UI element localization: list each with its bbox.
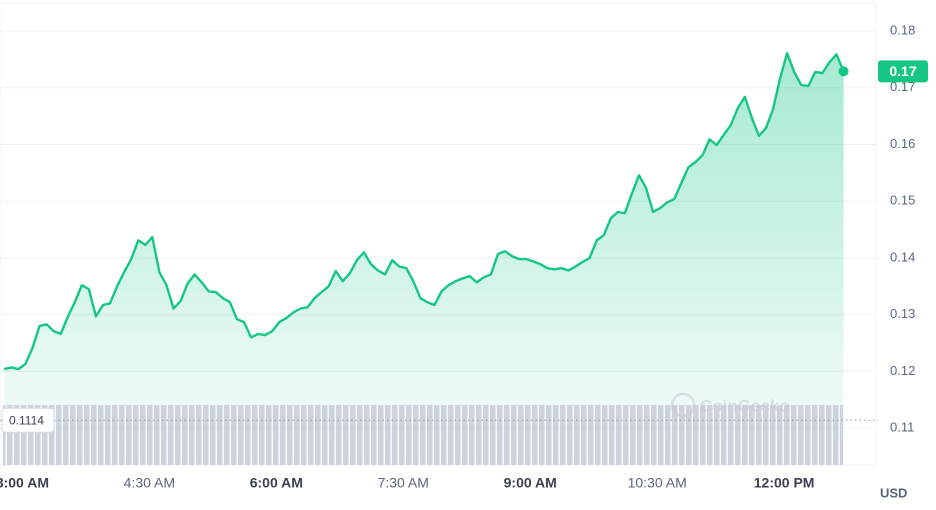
- price-line: [3, 52, 845, 371]
- x-tick-label: 6:00 AM: [250, 475, 303, 491]
- y-tick-label: 0.18: [890, 23, 915, 38]
- watermark-logo: [670, 392, 696, 418]
- last-price-dot: [838, 66, 849, 77]
- x-tick-label: 12:00 PM: [754, 475, 815, 491]
- watermark: CoinGecko: [700, 396, 790, 415]
- price-area: [4, 53, 844, 465]
- y-tick-label: 0.16: [890, 136, 915, 151]
- y-tick-label: 0.13: [890, 306, 915, 321]
- current-price-badge: [878, 60, 928, 83]
- y-tick-label: 0.14: [890, 249, 915, 264]
- y-tick-label: 0.11: [890, 420, 914, 435]
- currency-label: USD: [880, 485, 907, 500]
- x-tick-label: 3:00 AM: [0, 475, 49, 491]
- reference-label-box: [1, 407, 55, 433]
- volume-bars: [3, 405, 843, 465]
- x-tick-label: 10:30 AM: [628, 475, 687, 491]
- y-tick-label: 0.17: [890, 79, 915, 94]
- reference-label: 0.1114: [9, 413, 44, 427]
- y-tick-label: 0.15: [890, 193, 915, 208]
- x-tick-label: 7:30 AM: [378, 475, 429, 491]
- x-tick-label: 9:00 AM: [504, 475, 557, 491]
- y-tick-label: 0.12: [890, 363, 915, 378]
- x-tick-label: 4:30 AM: [124, 475, 175, 491]
- current-price-label: 0.17: [889, 63, 916, 79]
- overlay: 0.11 0.12 0.13 0.14 0.15 0.16 0.17 0.18 3:00 AM 4…: [0, 23, 928, 500]
- area-group: [4, 53, 844, 465]
